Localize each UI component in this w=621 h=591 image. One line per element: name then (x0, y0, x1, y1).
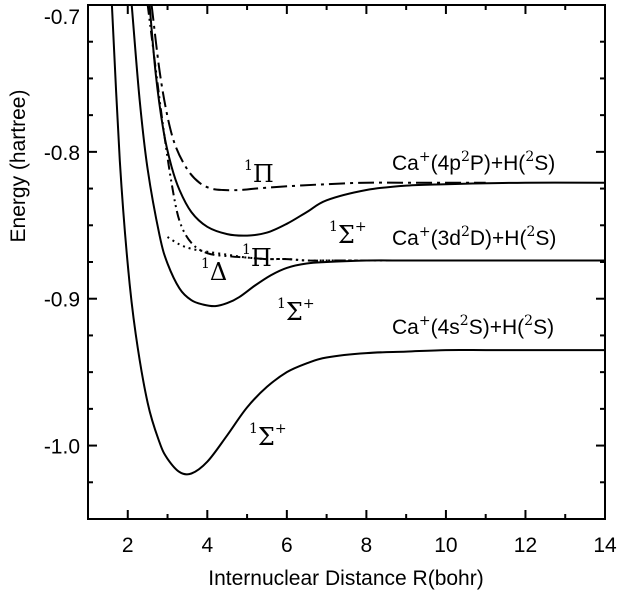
x-tick-label: 8 (361, 534, 373, 557)
y-axis-title: Energy (hartree) (7, 90, 30, 243)
state-label-sigma-upper: 1Σ+ (329, 219, 367, 249)
x-tick-label: 10 (434, 534, 457, 557)
state-label-sigma-ground: 1Σ+ (249, 421, 287, 451)
asymptote-label-4s: Ca+(4s2S)+H(2S) (392, 313, 554, 339)
state-label-delta: 1Δ (201, 256, 227, 286)
x-tick-label: 14 (593, 534, 617, 557)
x-tick-label: 2 (122, 534, 134, 557)
y-tick-label: -0.8 (44, 142, 80, 165)
asymptote-label-4p: Ca+(4p2P)+H(2S) (392, 149, 555, 175)
state-label-pi-lower: 1Π (242, 242, 272, 272)
y-tick-label: -0.7 (44, 6, 80, 29)
curve-dashdotdot-4 (146, 4, 407, 262)
x-tick-label: 6 (281, 534, 293, 557)
x-tick-label: 12 (514, 534, 537, 557)
curve-solid-2 (148, 4, 606, 237)
state-label-sigma-mid: 1Σ+ (277, 296, 315, 326)
curve-dotted-5 (166, 236, 407, 262)
y-tick-label: -1.0 (44, 436, 80, 459)
state-label-pi-upper: 1Π (244, 158, 274, 188)
axis-ticks (88, 4, 606, 520)
curves (110, 4, 606, 476)
asymptote-label-3d: Ca+(3d2D)+H(2S) (392, 224, 556, 250)
x-axis-title: Internuclear Distance R(bohr) (208, 567, 483, 590)
curve-solid-0 (110, 4, 605, 476)
axis-tick-labels: 2 4 6 8 10 12 14 -0.7 -0.8 -0.9 -1.0 (44, 6, 617, 557)
y-tick-label: -0.9 (44, 289, 80, 312)
x-tick-label: 4 (201, 534, 213, 557)
